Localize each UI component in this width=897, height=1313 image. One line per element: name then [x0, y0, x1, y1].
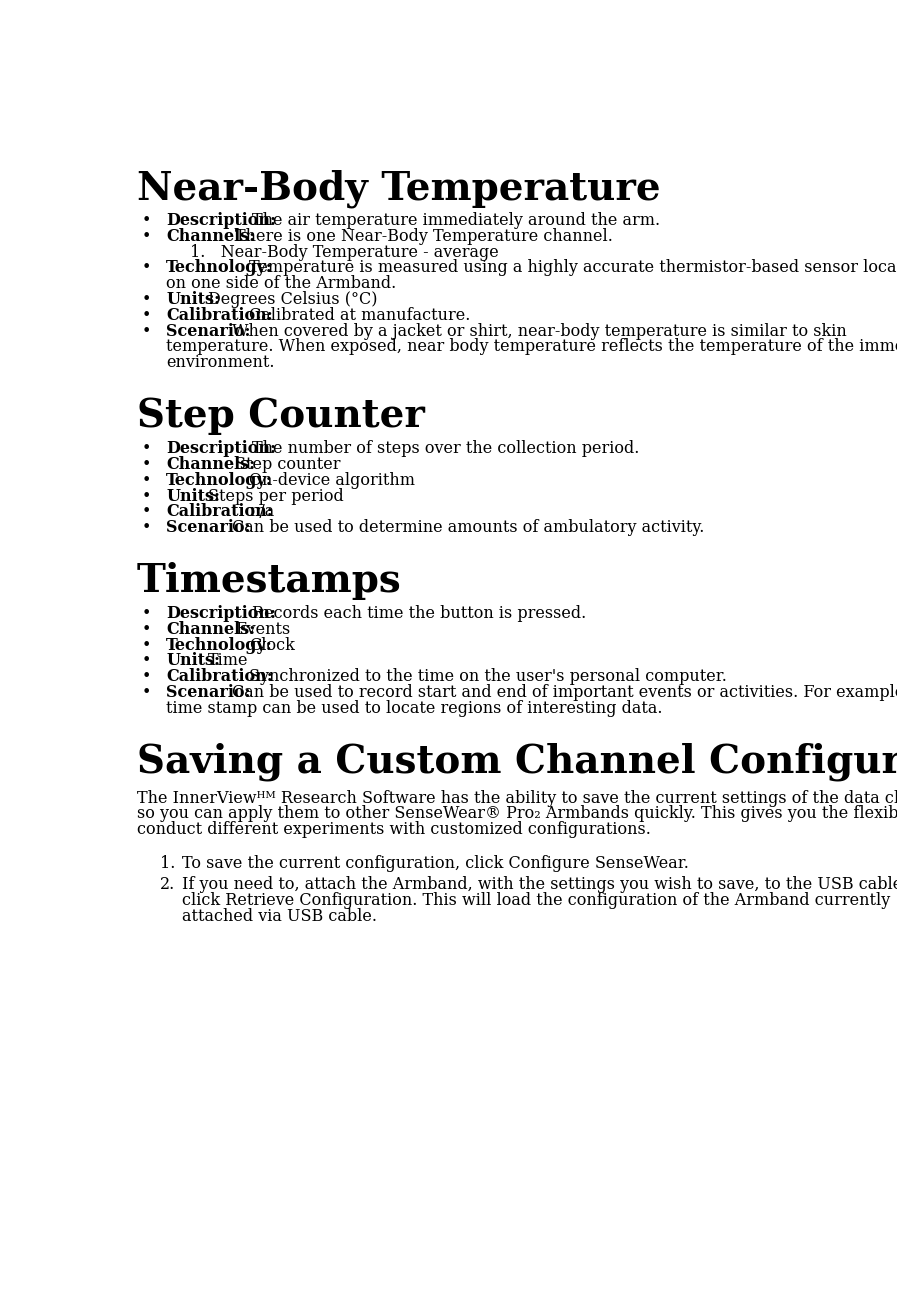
Text: •: •: [142, 291, 151, 309]
Text: time stamp can be used to locate regions of interesting data.: time stamp can be used to locate regions…: [166, 700, 663, 717]
Text: 1.   Near-Body Temperature - average: 1. Near-Body Temperature - average: [189, 244, 499, 261]
Text: Units:: Units:: [166, 487, 221, 504]
Text: Timestamps: Timestamps: [137, 562, 402, 600]
Text: n/a: n/a: [249, 503, 274, 520]
Text: Channels:: Channels:: [166, 228, 256, 244]
Text: Step Counter: Step Counter: [137, 398, 425, 435]
Text: Scenario:: Scenario:: [166, 684, 251, 701]
Text: temperature. When exposed, near body temperature reflects the temperature of the: temperature. When exposed, near body tem…: [166, 339, 897, 356]
Text: Scenario:: Scenario:: [166, 519, 251, 536]
Text: •: •: [142, 668, 151, 685]
Text: Channels:: Channels:: [166, 621, 256, 638]
Text: Records each time the button is pressed.: Records each time the button is pressed.: [252, 605, 586, 622]
Text: •: •: [142, 637, 151, 654]
Text: Technology:: Technology:: [166, 637, 273, 654]
Text: Synchronized to the time on the user's personal computer.: Synchronized to the time on the user's p…: [249, 668, 727, 685]
Text: The InnerViewᴴᴹ Research Software has the ability to save the current settings o: The InnerViewᴴᴹ Research Software has th…: [137, 789, 897, 806]
Text: Description:: Description:: [166, 213, 276, 228]
Text: on one side of the Armband.: on one side of the Armband.: [166, 276, 396, 293]
Text: To save the current configuration, click Configure SenseWear.: To save the current configuration, click…: [182, 855, 689, 872]
Text: Can be used to determine amounts of ambulatory activity.: Can be used to determine amounts of ambu…: [231, 519, 704, 536]
Text: Technology:: Technology:: [166, 471, 273, 488]
Text: Scenario:: Scenario:: [166, 323, 251, 340]
Text: Calibration:: Calibration:: [166, 307, 273, 324]
Text: Calibration:: Calibration:: [166, 503, 273, 520]
Text: Units:: Units:: [166, 291, 221, 309]
Text: •: •: [142, 653, 151, 670]
Text: 2.: 2.: [161, 876, 176, 893]
Text: Events: Events: [235, 621, 291, 638]
Text: On-device algorithm: On-device algorithm: [249, 471, 415, 488]
Text: •: •: [142, 487, 151, 504]
Text: environment.: environment.: [166, 355, 274, 372]
Text: The air temperature immediately around the arm.: The air temperature immediately around t…: [252, 213, 660, 228]
Text: •: •: [142, 503, 151, 520]
Text: Temperature is measured using a highly accurate thermistor-based sensor located: Temperature is measured using a highly a…: [249, 260, 897, 277]
Text: Clock: Clock: [249, 637, 295, 654]
Text: attached via USB cable.: attached via USB cable.: [182, 907, 377, 924]
Text: 1.: 1.: [161, 855, 176, 872]
Text: •: •: [142, 260, 151, 277]
Text: •: •: [142, 684, 151, 701]
Text: There is one Near-Body Temperature channel.: There is one Near-Body Temperature chann…: [235, 228, 614, 244]
Text: Steps per period: Steps per period: [208, 487, 344, 504]
Text: •: •: [142, 228, 151, 244]
Text: •: •: [142, 471, 151, 488]
Text: Channels:: Channels:: [166, 456, 256, 473]
Text: Time: Time: [208, 653, 248, 670]
Text: Technology:: Technology:: [166, 260, 273, 277]
Text: Saving a Custom Channel Configuration: Saving a Custom Channel Configuration: [137, 743, 897, 781]
Text: If you need to, attach the Armband, with the settings you wish to save, to the U: If you need to, attach the Armband, with…: [182, 876, 897, 893]
Text: Description:: Description:: [166, 605, 276, 622]
Text: Near-Body Temperature: Near-Body Temperature: [137, 169, 660, 207]
Text: Degrees Celsius (°C): Degrees Celsius (°C): [208, 291, 378, 309]
Text: •: •: [142, 440, 151, 457]
Text: so you can apply them to other SenseWear® Pro₂ Armbands quickly. This gives you : so you can apply them to other SenseWear…: [137, 805, 897, 822]
Text: •: •: [142, 213, 151, 228]
Text: •: •: [142, 323, 151, 340]
Text: •: •: [142, 307, 151, 324]
Text: Calibration:: Calibration:: [166, 668, 273, 685]
Text: •: •: [142, 621, 151, 638]
Text: •: •: [142, 456, 151, 473]
Text: Calibrated at manufacture.: Calibrated at manufacture.: [249, 307, 471, 324]
Text: When covered by a jacket or shirt, near-body temperature is similar to skin: When covered by a jacket or shirt, near-…: [231, 323, 847, 340]
Text: •: •: [142, 605, 151, 622]
Text: click Retrieve Configuration. This will load the configuration of the Armband cu: click Retrieve Configuration. This will …: [182, 892, 890, 909]
Text: Can be used to record start and end of important events or activities. For examp: Can be used to record start and end of i…: [231, 684, 897, 701]
Text: Step counter: Step counter: [235, 456, 341, 473]
Text: Units:: Units:: [166, 653, 221, 670]
Text: conduct different experiments with customized configurations.: conduct different experiments with custo…: [137, 821, 651, 838]
Text: •: •: [142, 519, 151, 536]
Text: The number of steps over the collection period.: The number of steps over the collection …: [252, 440, 639, 457]
Text: Description:: Description:: [166, 440, 276, 457]
